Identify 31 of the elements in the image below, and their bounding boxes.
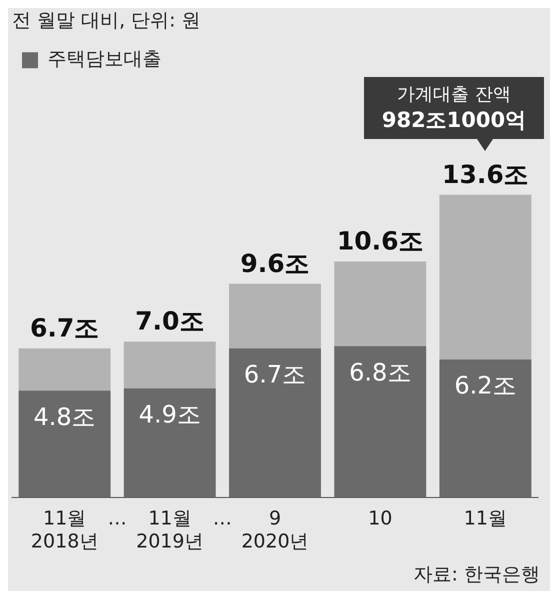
bar — [439, 359, 532, 498]
bar — [229, 284, 321, 348]
total-label: 13.6조 — [442, 160, 529, 189]
bar — [334, 262, 426, 346]
bar — [439, 194, 532, 360]
x-tick-label: 11월 2018년 — [30, 508, 98, 553]
text: 가계대출 잔액 982조1000억 — [380, 82, 528, 133]
data-label: 4.9조 — [138, 400, 201, 429]
total-label: 6.7조 — [30, 313, 100, 342]
x-tick-label: 10 — [368, 508, 392, 530]
bar — [124, 342, 216, 388]
bar — [18, 348, 111, 391]
data-label: 4.8조 — [34, 402, 96, 431]
x-tick-label: 9 2020년 — [241, 508, 309, 553]
total-label: 9.6조 — [240, 248, 310, 278]
total-label: 10.6조 — [336, 226, 424, 256]
x-tick-label: 11월 — [464, 508, 507, 530]
legend-label: 주택담보대출 — [48, 48, 162, 70]
bar — [334, 346, 426, 498]
data-label: 6.2조 — [454, 372, 516, 400]
total-label: 7.0조 — [135, 306, 204, 336]
chart-title: 전 월말 대비, 단위: 원 — [12, 9, 201, 32]
bar — [124, 388, 216, 498]
data-label: 6.8조 — [349, 358, 412, 386]
bar — [229, 348, 321, 498]
x-tick-label: 11월 2019년 — [136, 508, 204, 553]
text: … — [212, 507, 232, 530]
bar — [18, 390, 111, 498]
text: … — [108, 507, 127, 530]
text: 자료: 한국은행 — [414, 563, 540, 586]
data-label: 6.7조 — [244, 360, 306, 389]
